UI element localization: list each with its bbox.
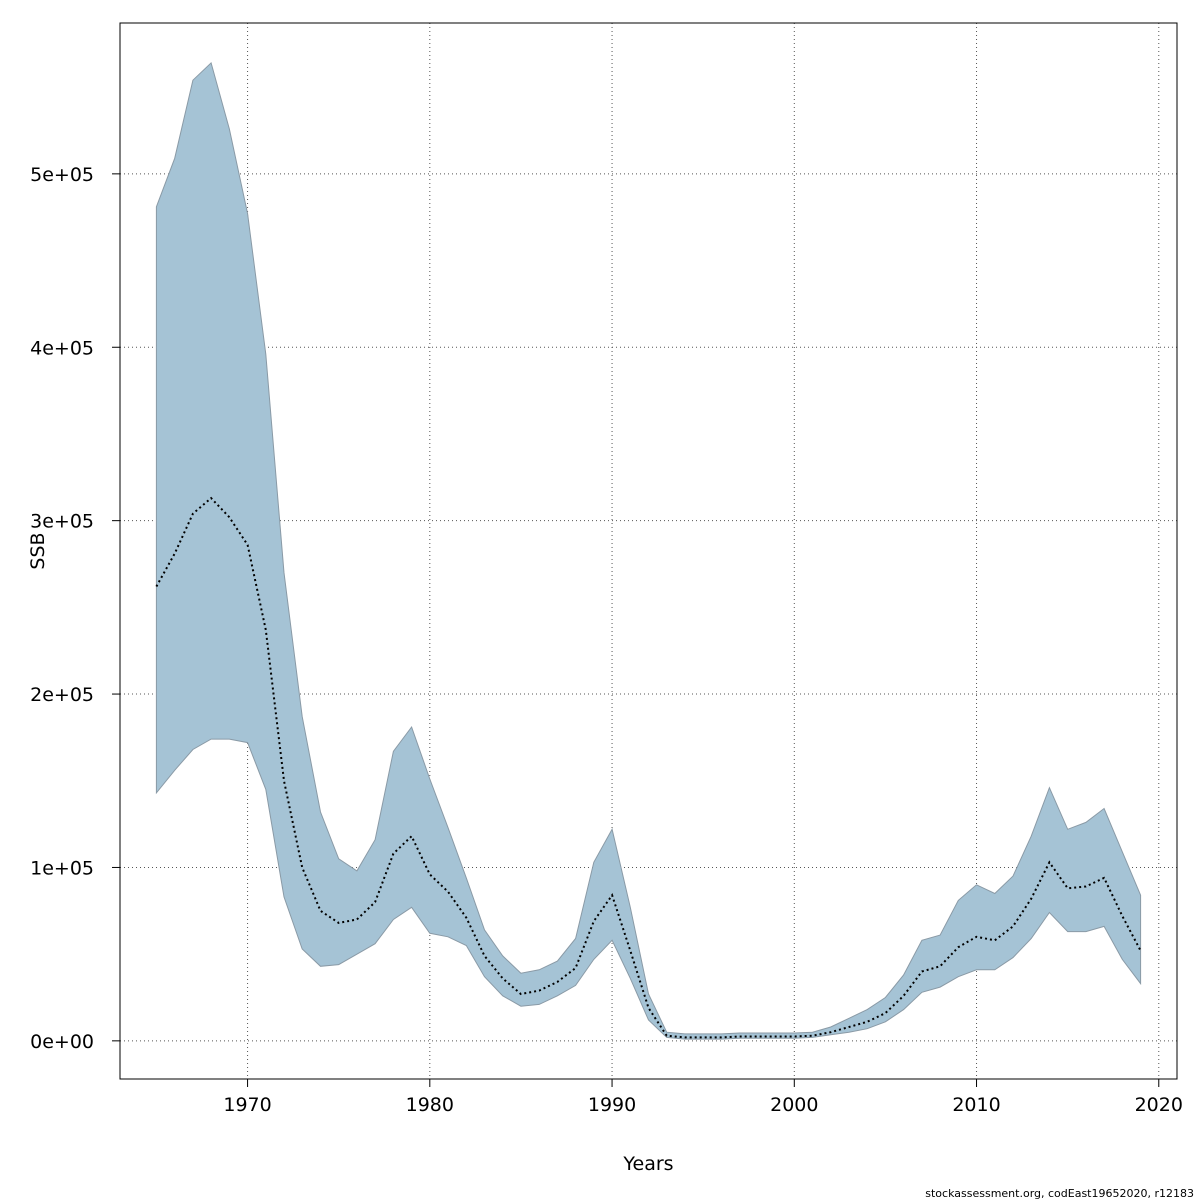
y-tick-label-3: 3e+05 [30,511,94,533]
footer-credit: stockassessment.org, codEast19652020, r1… [925,1187,1194,1200]
grid-lines [120,23,1177,1079]
x-axis-title: Years [622,1153,673,1175]
ssb-estimate-line [155,496,1142,1039]
x-tick-label-2000: 2000 [770,1094,818,1116]
y-axis: 0e+00 1e+05 2e+05 3e+05 4e+05 5e+05 [30,164,120,1053]
y-tick-label-5: 5e+05 [30,164,94,186]
x-axis: 1970 1980 1990 2000 2010 2020 [223,1079,1183,1116]
y-tick-label-2: 2e+05 [30,684,94,706]
plot-border [119,22,1178,1080]
x-tick-label-2010: 2010 [952,1094,1000,1116]
y-axis-title: SSB [27,532,49,569]
confidence-band [155,61,1142,1040]
x-tick-label-1970: 1970 [223,1094,271,1116]
y-tick-label-0: 0e+00 [30,1031,94,1053]
x-tick-label-1980: 1980 [406,1094,454,1116]
y-tick-label-4: 4e+05 [30,337,94,359]
x-tick-label-1990: 1990 [588,1094,636,1116]
x-tick-label-2020: 2020 [1135,1094,1183,1116]
y-tick-label-1: 1e+05 [30,857,94,879]
